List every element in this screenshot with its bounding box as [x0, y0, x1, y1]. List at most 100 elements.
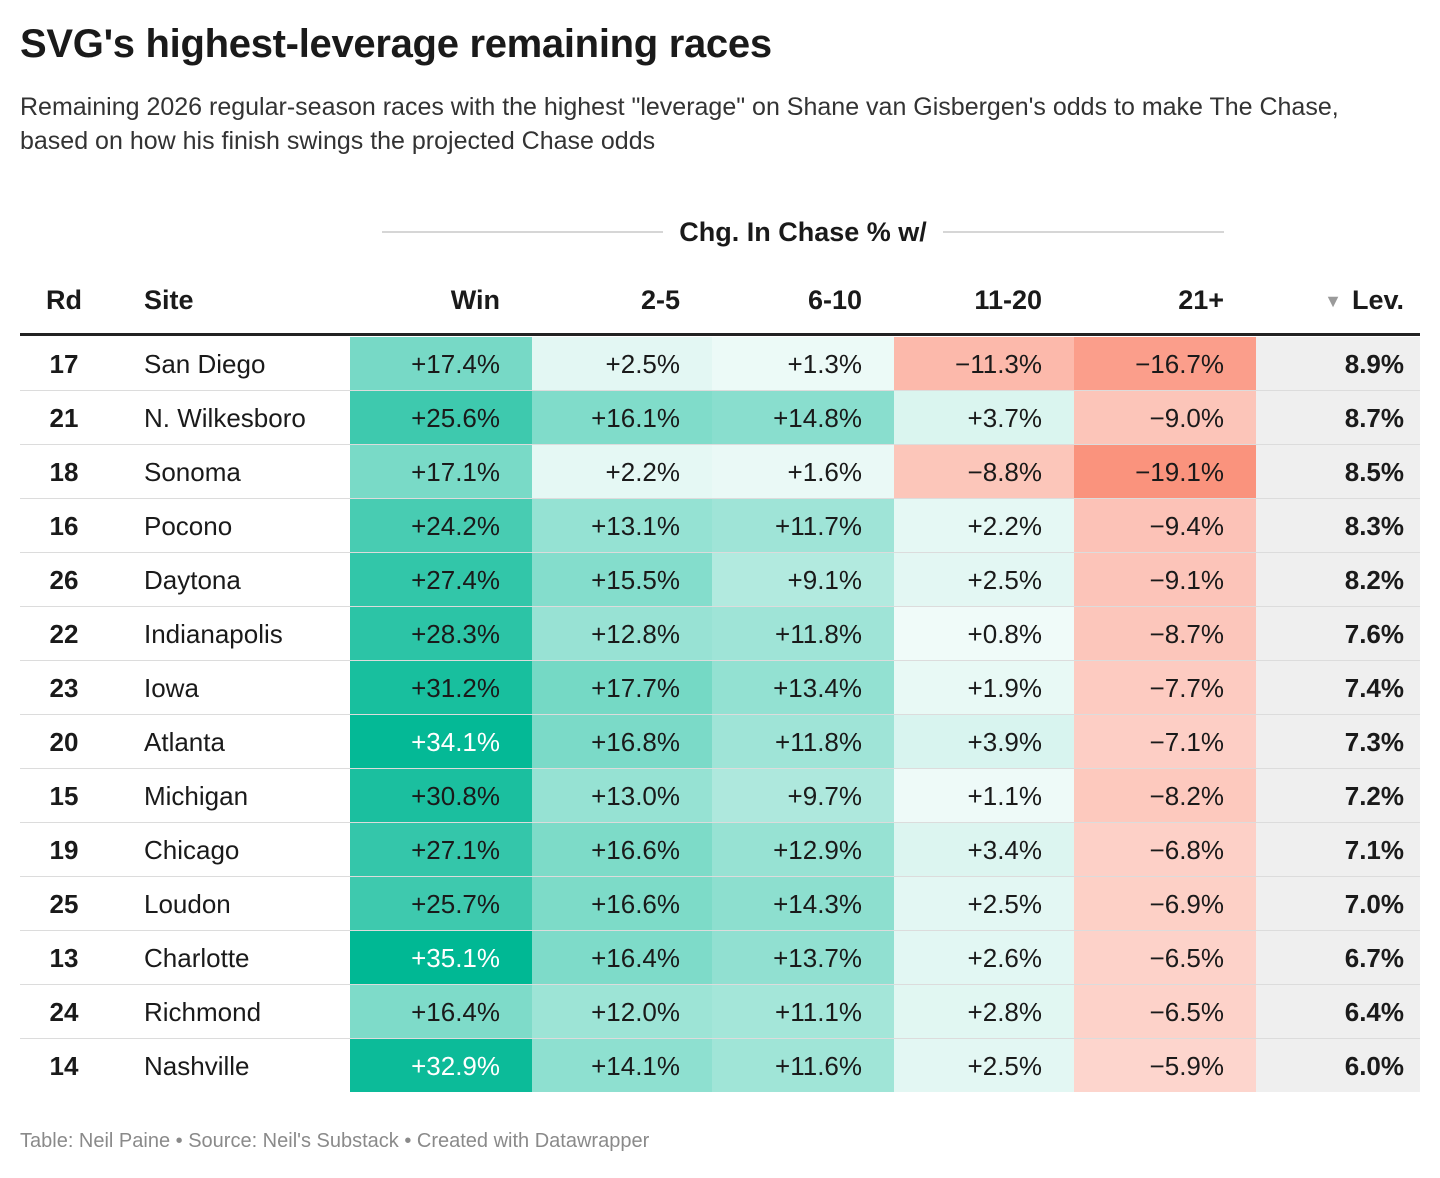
cell-21-plus: −9.4%: [1074, 499, 1256, 552]
cell-win: +32.9%: [350, 1039, 532, 1092]
cell-11-20: +3.7%: [894, 391, 1074, 444]
cell-lev: 8.2%: [1256, 553, 1420, 606]
cell-11-20: −8.8%: [894, 445, 1074, 498]
cell-2-5: +16.1%: [532, 391, 712, 444]
cell-win: +25.7%: [350, 877, 532, 930]
cell-site: San Diego: [144, 349, 266, 379]
cell-2-5: +13.1%: [532, 499, 712, 552]
column-group-header: Chg. In Chase % w/: [382, 212, 1225, 252]
cell-2-5: +12.8%: [532, 607, 712, 660]
cell-2-5: +16.6%: [532, 877, 712, 930]
header-lev[interactable]: ▼ Lev.: [1256, 280, 1404, 320]
cell-lev: 8.9%: [1256, 337, 1420, 390]
row-divider: [20, 498, 1420, 499]
cell-6-10: +14.3%: [712, 877, 894, 930]
table-row: 22 Indianapolis +28.3% +12.8% +11.8% +0.8% −8.…: [20, 607, 1420, 661]
cell-lev: 7.1%: [1256, 823, 1420, 876]
header-2-5[interactable]: 2-5: [640, 285, 680, 315]
table-row: 13 Charlotte +35.1% +16.4% +13.7% +2.6% −6.5% 6…: [20, 931, 1420, 985]
row-divider: [20, 930, 1420, 931]
row-divider: [20, 876, 1420, 877]
cell-rd: 18: [49, 457, 79, 487]
cell-site: Michigan: [144, 781, 249, 811]
header-6-10[interactable]: 6-10: [807, 285, 862, 315]
cell-site: Pocono: [144, 511, 233, 541]
table-row: 14 Nashville +32.9% +14.1% +11.6% +2.5% −5.9% 6…: [20, 1039, 1420, 1093]
cell-lev: 6.4%: [1256, 985, 1420, 1038]
row-divider: [20, 606, 1420, 607]
cell-21-plus: −7.1%: [1074, 715, 1256, 768]
chart-title: SVG's highest-leverage remaining races: [20, 22, 772, 66]
cell-21-plus: −5.9%: [1074, 1039, 1256, 1092]
group-header-rule-right: [942, 231, 1225, 233]
table-row: 26 Daytona +27.4% +15.5% +9.1% +2.5% −9.1% 8.2%: [20, 553, 1420, 607]
table-row: 19 Chicago +27.1% +16.6% +12.9% +3.4% −6.8% 7.1…: [20, 823, 1420, 877]
cell-win: +25.6%: [350, 391, 532, 444]
cell-6-10: +1.3%: [712, 337, 894, 390]
cell-site: Iowa: [144, 673, 199, 703]
row-divider: [20, 984, 1420, 985]
cell-rd: 22: [49, 619, 79, 649]
table-row: 15 Michigan +30.8% +13.0% +9.7% +1.1% −8.2% 7.2…: [20, 769, 1420, 823]
table-row: 16 Pocono +24.2% +13.1% +11.7% +2.2% −9.4% 8.3%: [20, 499, 1420, 553]
cell-21-plus: −6.9%: [1074, 877, 1256, 930]
row-divider: [20, 714, 1420, 715]
cell-21-plus: −6.8%: [1074, 823, 1256, 876]
cell-6-10: +11.8%: [712, 607, 894, 660]
header-win[interactable]: Win: [450, 285, 500, 315]
cell-rd: 14: [49, 1051, 79, 1081]
cell-rd: 15: [49, 781, 79, 811]
table-row: 23 Iowa +31.2% +17.7% +13.4% +1.9% −7.7% 7.4%: [20, 661, 1420, 715]
cell-2-5: +16.4%: [532, 931, 712, 984]
cell-site: Indianapolis: [144, 619, 283, 649]
header-rd[interactable]: Rd: [46, 285, 82, 315]
cell-rd: 24: [49, 997, 79, 1027]
cell-6-10: +9.1%: [712, 553, 894, 606]
cell-site: Loudon: [144, 889, 231, 919]
cell-2-5: +17.7%: [532, 661, 712, 714]
cell-11-20: +2.5%: [894, 553, 1074, 606]
cell-lev: 6.7%: [1256, 931, 1420, 984]
cell-6-10: +9.7%: [712, 769, 894, 822]
cell-2-5: +14.1%: [532, 1039, 712, 1092]
cell-lev: 7.0%: [1256, 877, 1420, 930]
cell-6-10: +1.6%: [712, 445, 894, 498]
row-divider: [20, 1038, 1420, 1039]
cell-21-plus: −6.5%: [1074, 931, 1256, 984]
cell-21-plus: −7.7%: [1074, 661, 1256, 714]
row-divider: [20, 822, 1420, 823]
cell-6-10: +11.8%: [712, 715, 894, 768]
cell-site: Nashville: [144, 1051, 250, 1081]
header-site[interactable]: Site: [144, 285, 194, 315]
cell-win: +35.1%: [350, 931, 532, 984]
chart-footer: Table: Neil Paine • Source: Neil's Subst…: [20, 1130, 650, 1152]
cell-21-plus: −8.2%: [1074, 769, 1256, 822]
cell-site: Richmond: [144, 997, 262, 1027]
cell-lev: 7.3%: [1256, 715, 1420, 768]
cell-6-10: +13.7%: [712, 931, 894, 984]
cell-2-5: +16.6%: [532, 823, 712, 876]
row-divider: [20, 444, 1420, 445]
cell-11-20: +3.4%: [894, 823, 1074, 876]
cell-2-5: +13.0%: [532, 769, 712, 822]
chart-subtitle: Remaining 2026 regular-season races with…: [20, 93, 1339, 155]
cell-site: Sonoma: [144, 457, 241, 487]
cell-win: +34.1%: [350, 715, 532, 768]
table-row: 18 Sonoma +17.1% +2.2% +1.6% −8.8% −19.1% 8.5%: [20, 445, 1420, 499]
cell-lev: 8.3%: [1256, 499, 1420, 552]
cell-win: +24.2%: [350, 499, 532, 552]
cell-rd: 26: [49, 565, 79, 595]
header-11-20[interactable]: 11-20: [974, 285, 1042, 315]
cell-win: +27.4%: [350, 553, 532, 606]
cell-2-5: +2.2%: [532, 445, 712, 498]
cell-11-20: +2.5%: [894, 1039, 1074, 1092]
cell-2-5: +2.5%: [532, 337, 712, 390]
header-21-plus[interactable]: 21+: [1178, 285, 1224, 315]
table-row: 24 Richmond +16.4% +12.0% +11.1% +2.8% −6.5% 6.…: [20, 985, 1420, 1039]
cell-win: +30.8%: [350, 769, 532, 822]
sort-descending-icon[interactable]: ▼: [1324, 291, 1342, 311]
cell-rd: 19: [49, 835, 79, 865]
header-lev-label: Lev.: [1351, 285, 1404, 315]
cell-rd: 25: [49, 889, 79, 919]
table-row: 21 N. Wilkesboro +25.6% +16.1% +14.8% +3.7% −9…: [20, 391, 1420, 445]
